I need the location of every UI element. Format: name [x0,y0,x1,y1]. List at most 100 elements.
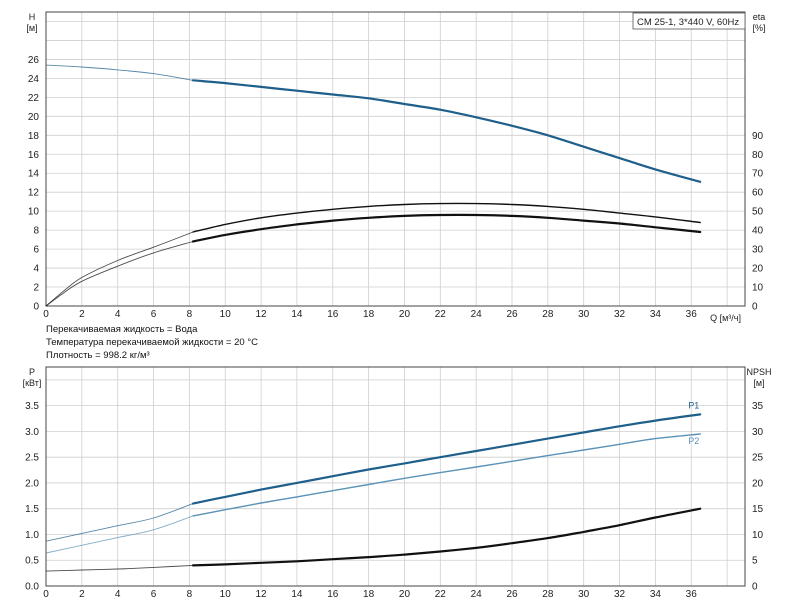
bottom-x-tick-label: 20 [399,589,411,600]
bottom-x-tick-label: 32 [614,589,626,600]
bottom-series-label-p1: P1 [688,400,699,410]
bottom-y-right-unit: [м] [753,378,764,388]
note-fluid: Перекачиваемая жидкость = Вода [46,324,198,335]
top-y-right-tick-label: 90 [752,131,764,142]
top-y-right-tick-label: 0 [752,302,758,313]
bottom-series-p1 [191,413,702,505]
top-series-eta_upper-extension [45,231,194,307]
top-x-tick-label: 0 [43,309,49,320]
top-y-right-tick-label: 40 [752,226,764,237]
bottom-y-left-title: P [29,367,35,377]
bottom-y-left-tick-label: 1.0 [25,530,39,541]
bottom-y-left-tick-label: 3.5 [25,401,39,412]
top-y-right-tick-label: 50 [752,207,764,218]
bottom-x-tick-label: 12 [256,589,268,600]
top-x-tick-label: 22 [435,309,447,320]
bottom-x-tick-label: 6 [151,589,157,600]
top-series-eta_lower [191,213,702,243]
top-y-left-tick-label: 0 [33,302,39,313]
bottom-y-left-tick-label: 0.0 [25,582,39,593]
bottom-x-tick-label: 18 [363,589,375,600]
bottom-series-p2 [192,433,701,517]
bottom-x-tick-label: 14 [291,589,303,600]
top-x-tick-label: 8 [187,309,193,320]
top-y-left-tick-label: 26 [28,55,40,66]
bottom-series-label-p2: P2 [688,436,699,446]
bottom-x-tick-label: 16 [327,589,339,600]
bottom-x-tick-label: 2 [79,589,85,600]
bottom-y-left-tick-label: 2.0 [25,478,39,489]
bottom-x-tick-label: 22 [435,589,447,600]
bottom-x-tick-label: 24 [471,589,483,600]
bottom-y-left-tick-label: 1.5 [25,504,39,515]
top-x-tick-label: 32 [614,309,626,320]
bottom-y-right-tick-label: 20 [752,478,764,489]
bottom-x-tick-label: 28 [542,589,554,600]
top-x-axis-title: Q [м³/ч] [710,313,741,323]
top-x-tick-label: 10 [220,309,232,320]
bottom-x-tick-label: 36 [686,589,698,600]
top-x-tick-label: 26 [506,309,518,320]
bottom-x-tick-label: 34 [650,589,662,600]
top-y-right-unit: [%] [752,23,765,33]
note-density: Плотность = 998.2 кг/м³ [46,350,150,361]
top-y-left-tick-label: 8 [33,226,39,237]
bottom-y-left-tick-label: 3.0 [25,427,39,438]
top-y-left-tick-label: 2 [33,283,39,294]
top-y-left-title: H [29,12,36,22]
note-temperature: Температура перекачиваемой жидкости = 20… [46,337,258,348]
fluid-notes: Перекачиваемая жидкость = Вода Температу… [46,324,258,361]
top-y-right-tick-label: 60 [752,188,764,199]
top-y-left-tick-label: 16 [28,150,40,161]
top-y-right-tick-label: 30 [752,245,764,256]
legend-label: CM 25-1, 3*440 V, 60Hz [637,17,739,28]
top-x-tick-label: 18 [363,309,375,320]
bottom-series-npsh-extension [45,564,194,572]
bottom-y-left-tick-label: 0.5 [25,556,39,567]
legend-frame [632,12,746,30]
top-x-tick-label: 34 [650,309,662,320]
legend-box: CM 25-1, 3*440 V, 60Hz [632,12,746,30]
bottom-y-left-tick-label: 2.5 [25,453,39,464]
top-y-left-tick-label: 22 [28,93,40,104]
top-y-right-tick-label: 10 [752,283,764,294]
top-y-left-tick-label: 12 [28,188,40,199]
top-series-head-extension [45,64,194,81]
bottom-x-tick-label: 0 [43,589,49,600]
top-x-tick-label: 14 [291,309,303,320]
top-y-left-tick-label: 4 [33,264,39,275]
top-x-tick-label: 30 [578,309,590,320]
top-y-right-tick-label: 70 [752,169,764,180]
bottom-y-right-tick-label: 25 [752,453,764,464]
bottom-y-right-tick-label: 5 [752,556,758,567]
bottom-y-right-title: NPSH [746,367,771,377]
top-y-right-tick-label: 80 [752,150,764,161]
bottom-y-right-tick-label: 10 [752,530,764,541]
top-y-left-tick-label: 18 [28,131,40,142]
top-plot-frame [45,11,746,307]
bottom-x-tick-label: 26 [506,589,518,600]
bottom-y-right-tick-label: 0 [752,582,758,593]
top-y-right-title: eta [753,12,766,22]
top-x-tick-label: 6 [151,309,157,320]
top-y-left-tick-label: 10 [28,207,40,218]
bottom-y-right-tick-label: 15 [752,504,764,515]
bottom-x-tick-label: 10 [220,589,232,600]
top-panel: 0 2 4 6 8 10 12 14 16 18 20 22 24 26 28 30 32 34 360246810… [26,11,766,323]
top-y-left-unit: [м] [26,23,37,33]
top-series-eta_upper [192,202,701,233]
top-y-left-tick-label: 20 [28,112,40,123]
bottom-panel: 0 2 4 6 8 10 12 14 16 18 20 22 24 26 28 30 32 34 360.00.51… [23,366,772,600]
bottom-plot-frame [45,366,746,587]
top-series-eta_lower-extension [45,241,194,307]
top-x-tick-label: 36 [686,309,698,320]
bottom-series-p2-extension [45,515,194,554]
bottom-y-right-tick-label: 30 [752,427,764,438]
top-series-head [191,79,702,183]
top-x-tick-label: 2 [79,309,85,320]
bottom-x-tick-label: 30 [578,589,590,600]
top-y-left-tick-label: 6 [33,245,39,256]
top-y-left-tick-label: 14 [28,169,40,180]
bottom-x-tick-label: 8 [187,589,193,600]
